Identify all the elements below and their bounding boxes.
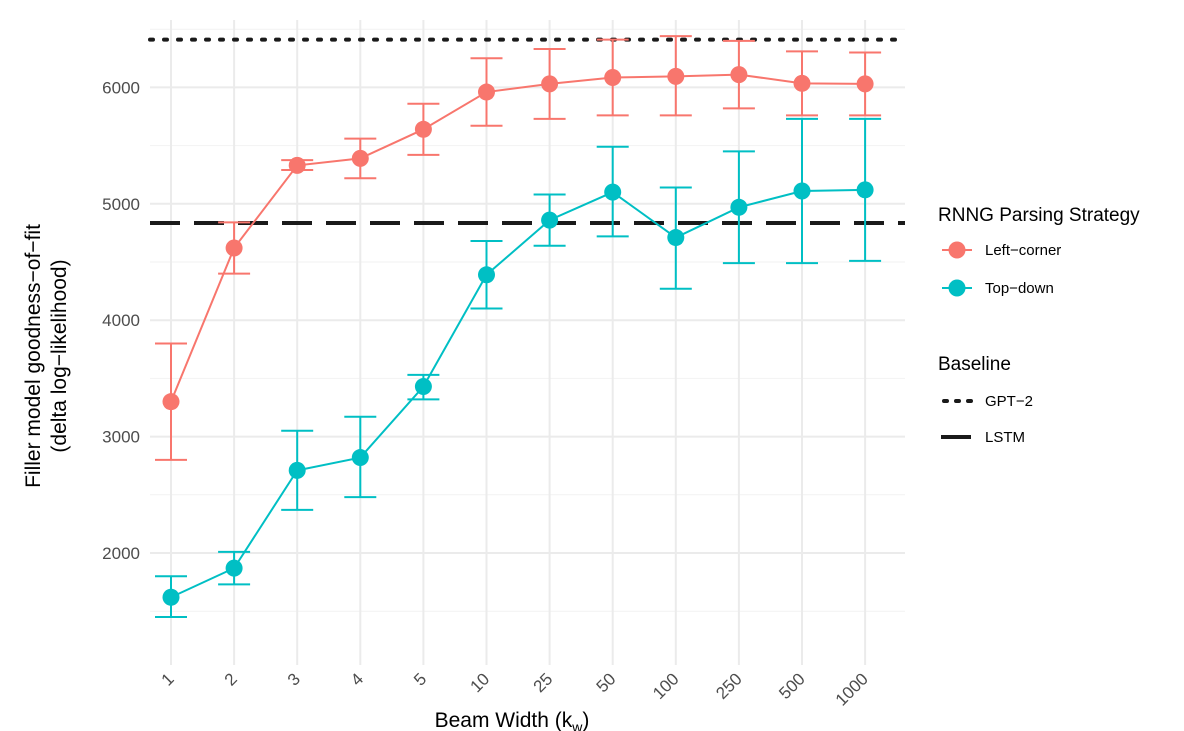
data-point — [793, 182, 811, 200]
data-point — [856, 75, 874, 93]
legend-label: GPT−2 — [985, 393, 1033, 410]
x-tick-label: 1000 — [832, 669, 872, 709]
data-point — [351, 449, 369, 467]
series-layer — [155, 35, 882, 619]
data-point — [162, 393, 180, 411]
y-tick-label: 5000 — [102, 195, 140, 214]
series-line — [170, 188, 866, 599]
y-tick-label: 3000 — [102, 428, 140, 447]
data-point — [225, 559, 243, 577]
legend-key-point — [948, 241, 966, 259]
data-point — [541, 75, 559, 93]
legend-label: Left−corner — [985, 242, 1061, 259]
y-tick-label: 6000 — [102, 78, 140, 97]
y-tick-label: 2000 — [102, 544, 140, 563]
legend-series-entries: Left−corner Top−down — [942, 241, 1061, 297]
y-axis-title-line2: (delta log−likelihood) — [48, 259, 71, 452]
x-tick-label: 25 — [530, 669, 557, 696]
x-tick-label: 5 — [410, 669, 430, 689]
legend-baseline-entries: GPT−2 LSTM — [941, 393, 1033, 446]
legend-item-lstm: LSTM — [941, 429, 1025, 446]
data-point — [288, 461, 306, 479]
data-point — [793, 74, 811, 92]
y-axis-title: Filler model goodness−of−fit (delta log−… — [22, 224, 71, 488]
data-point — [414, 378, 432, 396]
legend-title-strategy: RNNG Parsing Strategy — [938, 205, 1140, 226]
legend-label: LSTM — [985, 429, 1025, 446]
data-point — [162, 588, 180, 606]
y-tick-label: 4000 — [102, 311, 140, 330]
legend-label: Top−down — [985, 280, 1054, 297]
data-point — [478, 83, 495, 101]
series-left-corner — [155, 35, 882, 461]
legend-key-point — [948, 279, 966, 297]
x-axis-ticks: 1 2 3 4 5 10 25 50 100 250 500 1000 — [158, 669, 872, 709]
legend-item-gpt-2: GPT−2 — [942, 393, 1033, 410]
data-point — [604, 183, 622, 201]
x-tick-label: 3 — [284, 669, 304, 689]
data-point — [541, 211, 559, 229]
data-point — [288, 156, 306, 174]
x-tick-label: 500 — [775, 669, 808, 702]
y-axis-title-line1: Filler model goodness−of−fit — [22, 224, 45, 488]
data-point — [414, 120, 432, 138]
legend-item-top-down: Top−down — [942, 279, 1054, 297]
x-tick-label: 4 — [347, 669, 367, 689]
baseline-lines — [148, 37, 907, 226]
series-line — [170, 73, 866, 403]
x-tick-label: 1 — [158, 669, 178, 689]
x-tick-label: 250 — [712, 669, 745, 702]
legend-title-baseline: Baseline — [938, 354, 1011, 375]
data-point — [667, 67, 685, 85]
data-point — [856, 181, 874, 199]
data-point — [604, 69, 622, 87]
x-tick-label: 2 — [221, 669, 241, 689]
grid — [150, 20, 905, 665]
x-tick-label: 100 — [649, 669, 682, 702]
data-point — [478, 266, 495, 284]
x-axis-title: Beam Width (kw) — [435, 709, 590, 731]
data-point — [351, 149, 369, 167]
series-top-down — [155, 117, 882, 619]
legend: RNNG Parsing Strategy Left−corner Top−dow… — [938, 205, 1140, 446]
x-tick-label: 10 — [467, 669, 494, 696]
data-point — [730, 66, 748, 84]
y-axis-ticks: 2000 3000 4000 5000 6000 — [102, 78, 140, 563]
legend-item-left-corner: Left−corner — [942, 241, 1061, 259]
data-point — [667, 229, 685, 247]
data-point — [225, 239, 243, 257]
x-tick-label: 50 — [593, 669, 620, 696]
data-point — [730, 198, 748, 216]
